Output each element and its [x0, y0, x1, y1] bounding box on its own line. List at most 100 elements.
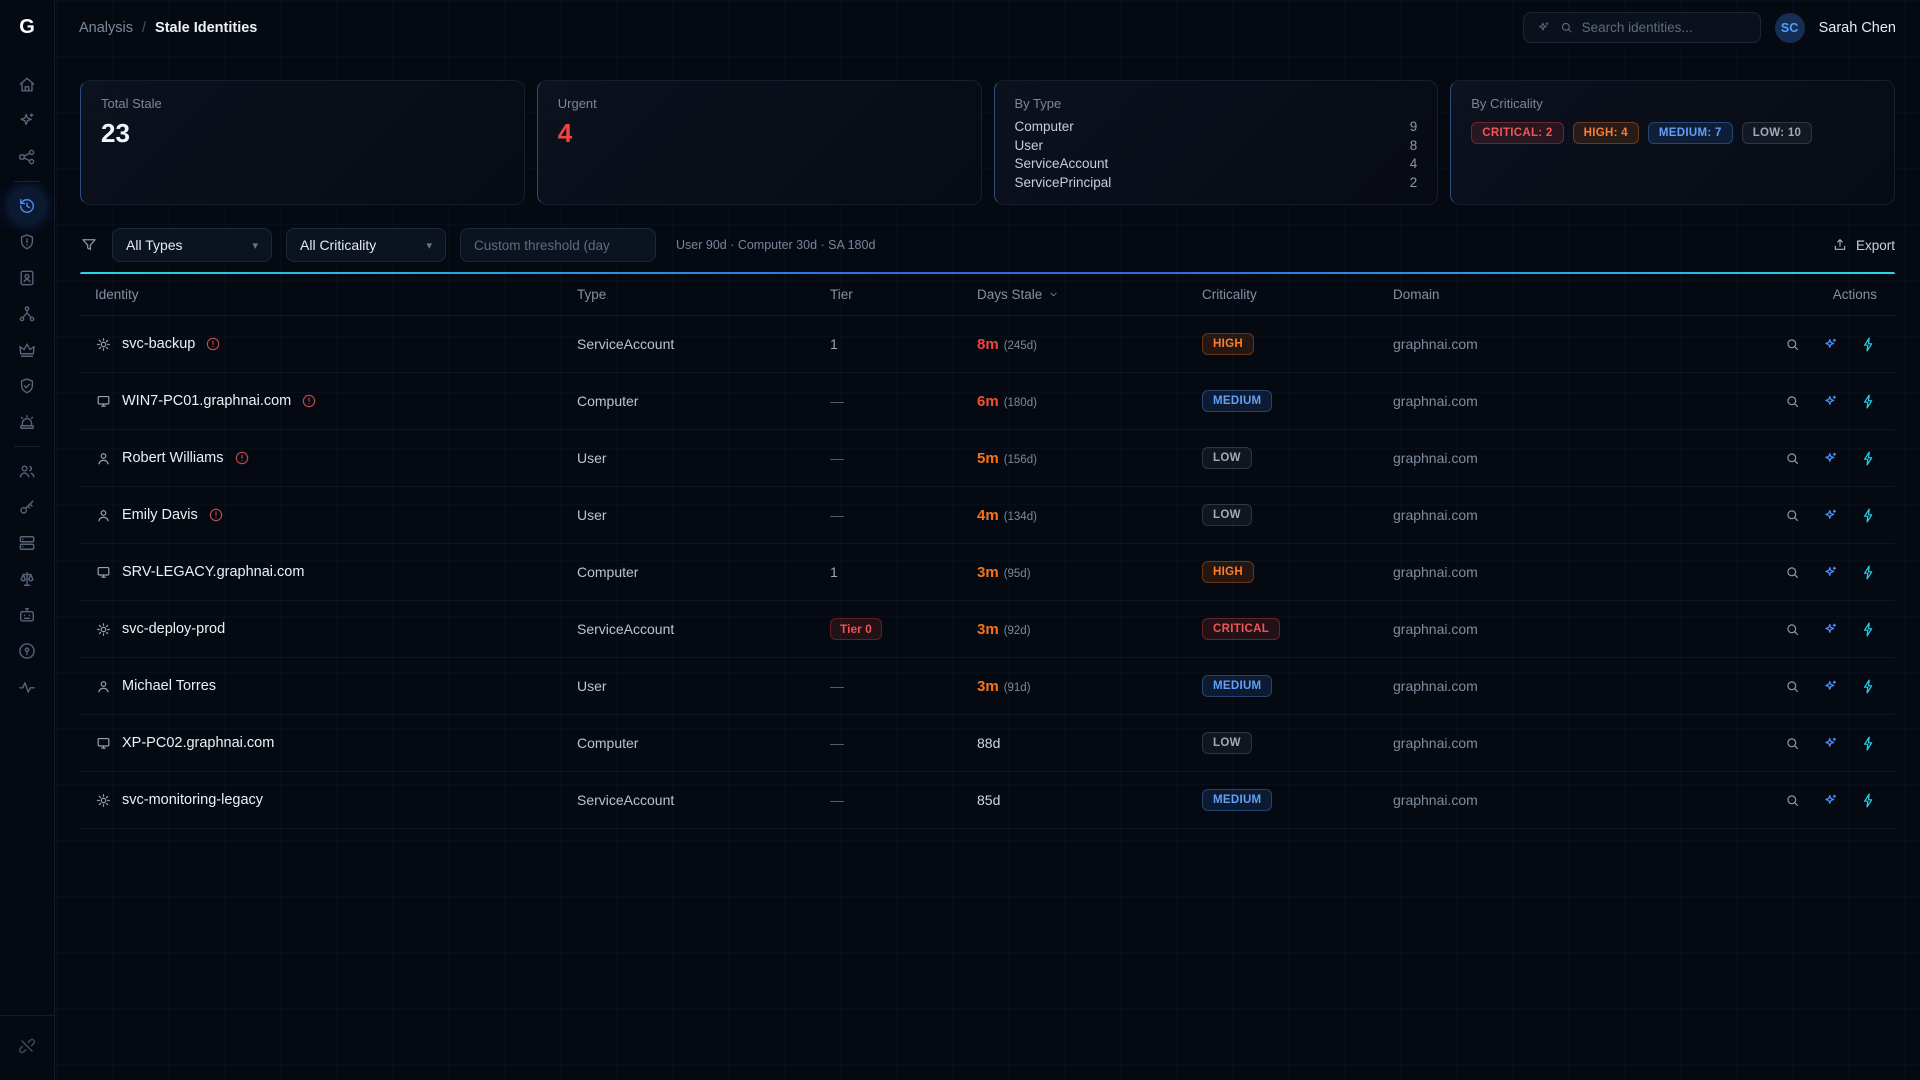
inspect-action-button[interactable] — [1784, 792, 1801, 809]
table-row[interactable]: svc-deploy-prod ServiceAccount Tier 0 3m… — [80, 601, 1895, 658]
warning-icon — [234, 450, 250, 466]
table-row[interactable]: SRV-LEGACY.graphnai.com Computer 1 3m (9… — [80, 544, 1895, 601]
type-cell: Computer — [577, 564, 639, 580]
ai-analyze-action-button[interactable] — [1822, 393, 1839, 410]
sidebar-item-shield-check[interactable] — [9, 368, 45, 404]
col-actions: Actions — [1832, 287, 1877, 302]
chevron-down-icon: ▾ — [252, 239, 258, 252]
identity-cell: Michael Torres — [95, 678, 577, 695]
search-box[interactable] — [1522, 12, 1761, 43]
type-cell: Computer — [577, 393, 639, 409]
tier-cell: 1 — [830, 336, 838, 352]
ai-analyze-action-button[interactable] — [1822, 792, 1839, 809]
sidebar-item-home[interactable] — [9, 67, 45, 103]
export-icon — [1834, 239, 1846, 250]
table-row[interactable]: WIN7-PC01.graphnai.com Computer — 6m (18… — [80, 373, 1895, 430]
col-days-stale-sort[interactable]: Days Stale — [977, 287, 1202, 302]
user-name: Sarah Chen — [1818, 19, 1896, 36]
sidebar-item-branch[interactable] — [9, 296, 45, 332]
inspect-action-button[interactable] — [1784, 450, 1801, 467]
sidebar-item-ai[interactable] — [9, 103, 45, 139]
ai-analyze-action-button[interactable] — [1822, 450, 1839, 467]
sidebar-item-activity[interactable] — [9, 669, 45, 705]
ai-analyze-action-button[interactable] — [1822, 678, 1839, 695]
actions-cell — [1757, 678, 1877, 695]
sidebar-item-scales[interactable] — [9, 561, 45, 597]
criticality-badge: LOW — [1202, 447, 1252, 469]
sidebar-item-users[interactable] — [9, 453, 45, 489]
sidebar-item-crown[interactable] — [9, 332, 45, 368]
criticality-filter-select[interactable]: All Criticality ▾ — [286, 228, 446, 262]
quick-action-button[interactable] — [1860, 621, 1877, 638]
ai-analyze-action-button[interactable] — [1822, 336, 1839, 353]
quick-action-button[interactable] — [1860, 336, 1877, 353]
tier-cell: — — [830, 678, 844, 694]
inspect-action-button[interactable] — [1784, 336, 1801, 353]
ai-analyze-action-button[interactable] — [1822, 507, 1839, 524]
identity-type-icon — [95, 393, 112, 410]
chevron-down-icon: ▾ — [426, 239, 432, 252]
tier-cell: — — [830, 735, 844, 751]
table-row[interactable]: XP-PC02.graphnai.com Computer — 88d LOW … — [80, 715, 1895, 772]
threshold-input[interactable] — [460, 228, 656, 262]
sidebar-item-siren[interactable] — [9, 404, 45, 440]
quick-action-button[interactable] — [1860, 507, 1877, 524]
sidebar-item-key[interactable] — [9, 489, 45, 525]
by-type-label: ServiceAccount — [1014, 156, 1109, 171]
by-type-row: Computer 9 — [1015, 119, 1418, 134]
table-row[interactable]: Michael Torres User — 3m (91d) MEDIUM gr… — [80, 658, 1895, 715]
export-label: Export — [1855, 237, 1895, 253]
sidebar-item-stale-identities[interactable] — [9, 188, 45, 224]
inspect-action-button[interactable] — [1784, 393, 1801, 410]
type-filter-select[interactable]: All Types ▾ — [112, 228, 272, 262]
criticality-cell: HIGH — [1202, 333, 1393, 355]
col-identity: Identity — [95, 287, 139, 302]
stale-value: 85d — [977, 792, 1001, 808]
branch-icon — [17, 304, 37, 324]
tier-cell: — — [830, 450, 844, 466]
ai-analyze-action-button[interactable] — [1822, 621, 1839, 638]
inspect-action-button[interactable] — [1784, 564, 1801, 581]
ai-analyze-action-button[interactable] — [1822, 564, 1839, 581]
inspect-action-button[interactable] — [1784, 621, 1801, 638]
warning-icon — [301, 393, 317, 409]
export-button[interactable]: Export — [1832, 237, 1895, 253]
quick-action-button[interactable] — [1860, 450, 1877, 467]
quick-action-button[interactable] — [1860, 735, 1877, 752]
total-stale-value: 23 — [101, 118, 130, 148]
app-logo[interactable]: G — [19, 16, 35, 38]
sidebar-item-disconnect[interactable] — [9, 1028, 45, 1064]
table-row[interactable]: Robert Williams User — 5m (156d) LOW gra… — [80, 430, 1895, 487]
urgent-value: 4 — [557, 118, 573, 148]
breadcrumb-parent[interactable]: Analysis — [79, 19, 133, 36]
card-total-stale: Total Stale 23 — [80, 80, 525, 205]
inspect-action-button[interactable] — [1784, 678, 1801, 695]
stale-days-detail: (91d) — [1003, 681, 1031, 694]
sidebar-item-identity-card[interactable] — [9, 260, 45, 296]
criticality-cell: MEDIUM — [1202, 675, 1393, 697]
inspect-action-button[interactable] — [1784, 507, 1801, 524]
ai-analyze-action-button[interactable] — [1822, 735, 1839, 752]
quick-action-button[interactable] — [1860, 678, 1877, 695]
sidebar-item-lock[interactable] — [9, 633, 45, 669]
sidebar-item-shield-alert[interactable] — [9, 224, 45, 260]
quick-action-button[interactable] — [1860, 564, 1877, 581]
filter-funnel-icon — [80, 236, 98, 254]
sidebar-item-graph[interactable] — [9, 139, 45, 175]
table-row[interactable]: Emily Davis User — 4m (134d) LOW graphna… — [80, 487, 1895, 544]
inspect-action-button[interactable] — [1784, 735, 1801, 752]
avatar[interactable]: SC — [1774, 12, 1805, 43]
sidebar-item-bot[interactable] — [9, 597, 45, 633]
domain-cell: graphnai.com — [1393, 564, 1478, 580]
criticality-badge: MEDIUM — [1202, 789, 1273, 811]
identity-type-icon — [95, 678, 112, 695]
quick-action-button[interactable] — [1860, 393, 1877, 410]
stale-value: 5m — [977, 449, 999, 467]
table-row[interactable]: svc-monitoring-legacy ServiceAccount — 8… — [80, 772, 1895, 829]
table-row[interactable]: svc-backup ServiceAccount 1 8m (245d) HI… — [80, 316, 1895, 373]
sidebar-item-servers[interactable] — [9, 525, 45, 561]
search-input[interactable] — [1581, 20, 1748, 35]
identity-name: Emily Davis — [122, 507, 198, 523]
quick-action-button[interactable] — [1860, 792, 1877, 809]
stale-days-detail: (95d) — [1003, 567, 1031, 580]
